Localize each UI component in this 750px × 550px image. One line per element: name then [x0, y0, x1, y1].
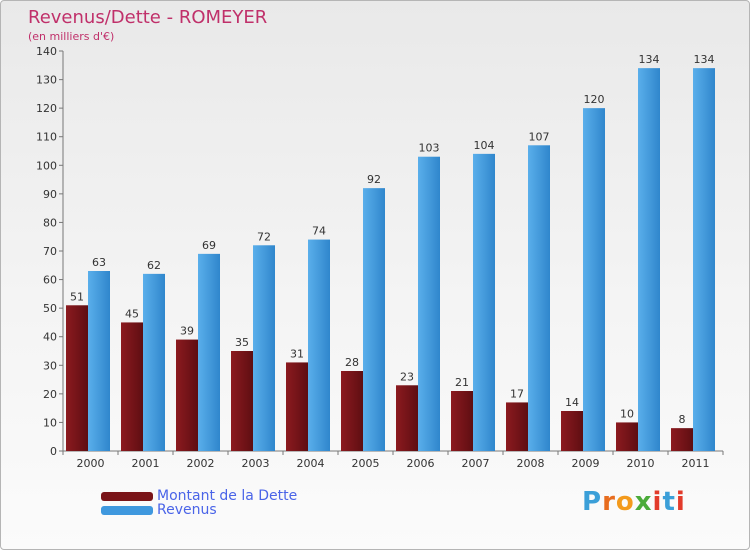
- data-label-dette: 17: [510, 387, 524, 400]
- x-tick-label: 2001: [132, 457, 160, 470]
- chart-title: Revenus/Dette - ROMEYER: [28, 7, 268, 28]
- data-label-revenus: 107: [529, 130, 550, 143]
- data-label-revenus: 104: [474, 139, 495, 152]
- data-label-dette: 39: [180, 325, 194, 338]
- bar-dette: [616, 422, 638, 451]
- legend-swatch-revenus: [101, 505, 153, 515]
- data-label-dette: 51: [70, 290, 84, 303]
- y-tick-label: 50: [43, 302, 57, 315]
- y-tick-label: 60: [43, 274, 57, 287]
- x-tick-label: 2006: [407, 457, 435, 470]
- data-label-revenus: 92: [367, 173, 381, 186]
- data-label-dette: 23: [400, 370, 414, 383]
- proxiti-logo: Proxiti: [582, 487, 686, 517]
- data-label-dette: 10: [620, 407, 634, 420]
- x-tick-label: 2005: [352, 457, 380, 470]
- bar-dette: [121, 322, 143, 451]
- legend-swatch-dette: [101, 491, 153, 501]
- bar-dette: [286, 362, 308, 451]
- bar-dette: [231, 351, 253, 451]
- bar-dette: [176, 339, 198, 451]
- bar-revenus: [528, 145, 550, 452]
- chart-subtitle: (en milliers d'€): [28, 30, 115, 43]
- x-tick-label: 2002: [187, 457, 215, 470]
- x-tick-label: 2003: [242, 457, 270, 470]
- y-tick-label: 20: [43, 388, 57, 401]
- logo-letter: i: [652, 487, 663, 517]
- y-tick-label: 130: [36, 74, 57, 87]
- data-label-revenus: 134: [694, 53, 715, 66]
- y-tick-label: 40: [43, 331, 57, 344]
- bar-revenus: [143, 273, 165, 451]
- data-label-dette: 28: [345, 356, 359, 369]
- bar-revenus: [693, 68, 715, 452]
- data-label-dette: 8: [679, 413, 686, 426]
- legend-label-revenus: Revenus: [157, 502, 217, 518]
- logo-letter: o: [615, 487, 635, 517]
- y-tick-label: 70: [43, 245, 57, 258]
- data-label-revenus: 69: [202, 239, 216, 252]
- y-tick-label: 100: [36, 159, 57, 172]
- bar-dette: [341, 371, 363, 451]
- y-tick-label: 80: [43, 216, 57, 229]
- bar-revenus: [253, 245, 275, 451]
- data-label-revenus: 74: [312, 225, 326, 238]
- legend-label-dette: Montant de la Dette: [157, 488, 298, 504]
- bar-revenus: [88, 271, 110, 451]
- x-tick-label: 2011: [682, 457, 710, 470]
- bar-revenus: [583, 108, 605, 452]
- logo-letter: t: [662, 487, 676, 517]
- data-label-dette: 14: [565, 396, 579, 409]
- logo-letter: P: [582, 487, 603, 517]
- y-tick-label: 10: [43, 416, 57, 429]
- bar-dette: [396, 385, 418, 451]
- x-tick-label: 2010: [627, 457, 655, 470]
- data-label-revenus: 63: [92, 256, 106, 269]
- data-label-dette: 21: [455, 376, 469, 389]
- y-tick-label: 0: [50, 445, 57, 458]
- bar-revenus: [418, 156, 440, 451]
- legend-item-revenus: Revenus: [101, 502, 297, 518]
- data-label-revenus: 134: [639, 53, 660, 66]
- legend: Montant de la Dette Revenus: [101, 488, 298, 518]
- bar-revenus: [308, 239, 330, 451]
- logo-letter: x: [634, 487, 653, 517]
- bar-revenus: [473, 153, 495, 451]
- bar-dette: [506, 402, 528, 451]
- y-tick-label: 120: [36, 102, 57, 115]
- logo-letter: r: [602, 487, 616, 517]
- y-tick-label: 30: [43, 359, 57, 372]
- bar-revenus: [638, 68, 660, 452]
- bar-revenus: [363, 188, 385, 451]
- x-tick-label: 2000: [77, 457, 105, 470]
- bar-dette: [561, 411, 583, 451]
- x-tick-label: 2004: [297, 457, 325, 470]
- bar-revenus: [198, 253, 220, 451]
- data-label-dette: 45: [125, 307, 139, 320]
- x-tick-label: 2008: [517, 457, 545, 470]
- data-label-revenus: 120: [584, 93, 605, 106]
- bar-dette: [66, 305, 88, 451]
- data-label-dette: 35: [235, 336, 249, 349]
- logo-letter: i: [675, 487, 686, 517]
- data-label-revenus: 103: [419, 142, 440, 155]
- y-tick-label: 90: [43, 188, 57, 201]
- data-label-dette: 31: [290, 347, 304, 360]
- x-tick-label: 2009: [572, 457, 600, 470]
- y-tick-label: 110: [36, 131, 57, 144]
- data-label-revenus: 72: [257, 230, 271, 243]
- y-tick-label: 140: [36, 45, 57, 58]
- data-label-revenus: 62: [147, 259, 161, 272]
- bar-dette: [451, 391, 473, 451]
- x-tick-label: 2007: [462, 457, 490, 470]
- legend-item-dette: Montant de la Dette: [101, 488, 298, 504]
- bar-dette: [671, 428, 693, 451]
